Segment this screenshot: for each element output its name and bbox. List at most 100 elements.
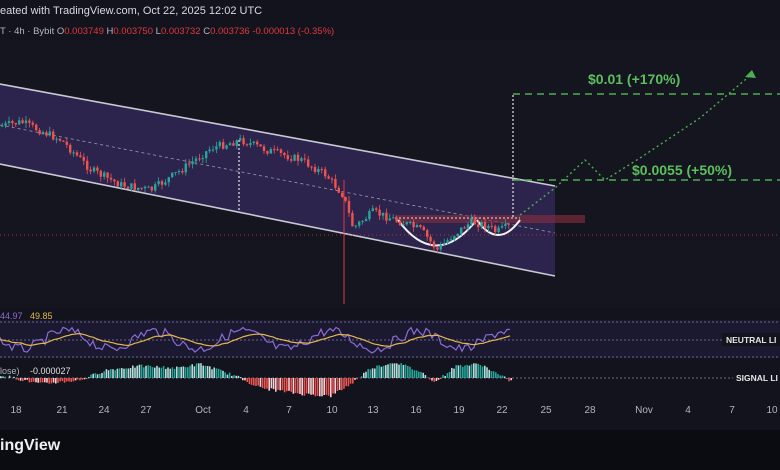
macd-bar <box>209 366 211 378</box>
candle <box>317 166 320 175</box>
candle <box>259 144 262 147</box>
projection-arrow <box>745 70 756 78</box>
macd-bar <box>4 376 6 378</box>
candle <box>347 195 351 217</box>
candle <box>276 146 279 151</box>
candle <box>11 119 14 127</box>
macd-bar <box>134 367 136 378</box>
candle <box>358 220 361 229</box>
macd-bar <box>110 369 112 378</box>
candle <box>344 196 347 203</box>
macd-bar <box>77 378 79 380</box>
x-tick-label: 19 <box>453 405 465 416</box>
candle <box>385 208 388 225</box>
candle <box>422 225 425 231</box>
macd-bar <box>495 372 497 378</box>
macd-bar <box>382 365 385 378</box>
macd-bar <box>165 368 167 378</box>
candle <box>426 228 429 241</box>
candle <box>205 150 208 163</box>
candle <box>164 179 167 187</box>
candle <box>41 130 45 135</box>
candle <box>194 155 198 165</box>
candle <box>181 168 184 175</box>
macd-bar <box>171 367 174 378</box>
macd-bar <box>275 378 277 392</box>
symbol-prefix: T · 4h · Bybit <box>0 26 55 37</box>
macd-bar <box>162 366 165 378</box>
macd-bar <box>68 378 70 382</box>
macd-bar <box>473 363 475 378</box>
candle <box>409 220 412 225</box>
x-tick-label: Nov <box>635 405 653 416</box>
candle <box>290 155 293 163</box>
macd-bar <box>59 378 61 382</box>
candle <box>92 165 96 174</box>
candle <box>460 227 463 236</box>
macd-value: -0.000027 <box>30 366 71 376</box>
macd-bar <box>283 378 286 393</box>
header-title: eated with TradingView.com, Oct 22, 2025… <box>0 5 263 17</box>
macd-bar <box>310 378 312 395</box>
candle <box>473 214 476 225</box>
macd-bar <box>114 370 116 378</box>
macd-bar <box>475 363 477 378</box>
candle <box>439 241 442 252</box>
macd-bar <box>299 378 301 394</box>
x-tick-label: 13 <box>367 405 379 416</box>
candle <box>232 140 235 146</box>
candle <box>75 150 79 157</box>
macd-bar <box>409 366 411 378</box>
macd-bar <box>404 364 407 378</box>
macd-bar <box>343 378 345 389</box>
macd-bar <box>420 371 422 378</box>
candle <box>351 210 354 227</box>
macd-bar <box>129 368 132 378</box>
macd-bar <box>79 378 81 381</box>
candle <box>218 140 221 149</box>
candle <box>215 141 218 154</box>
candle <box>140 187 143 191</box>
macd-bar <box>83 378 86 380</box>
macd-bar <box>237 375 240 378</box>
neutral-label-bg <box>722 333 780 346</box>
macd-bar <box>72 378 75 382</box>
macd-bar <box>187 367 189 378</box>
macd-bar <box>211 369 213 378</box>
candle <box>307 155 310 168</box>
macd-bar <box>466 364 468 378</box>
macd-bar <box>33 378 35 382</box>
candles-group <box>1 115 510 254</box>
candle <box>303 153 306 163</box>
candle <box>69 143 72 155</box>
macd-bar <box>253 378 255 386</box>
macd-bar <box>385 365 387 378</box>
candle <box>62 140 65 143</box>
macd-bar <box>305 378 308 394</box>
candle <box>313 163 317 174</box>
tradingview-logo: ingView <box>0 437 61 454</box>
macd-bar <box>503 376 506 378</box>
candle <box>147 185 150 188</box>
candle <box>324 166 327 179</box>
macd-bar <box>125 368 127 378</box>
macd-bar <box>70 378 72 382</box>
high-value: 0.003750 <box>113 26 153 37</box>
macd-bar <box>222 370 224 378</box>
macd-bar <box>244 378 246 381</box>
x-tick-label: Oct <box>195 405 211 416</box>
macd-bar <box>510 378 512 381</box>
macd-bar <box>101 372 103 378</box>
candle <box>211 145 215 153</box>
macd-bar <box>479 365 482 378</box>
candle <box>143 185 147 193</box>
symbol-bar: T · 4h · Bybit O0.003749 H0.003750 L0.00… <box>0 26 334 37</box>
macd-bar <box>103 371 105 378</box>
macd-bar <box>63 378 66 383</box>
macd-bar <box>200 363 202 378</box>
candle <box>378 204 381 220</box>
macd-bar <box>66 378 68 382</box>
macd-bar <box>99 373 101 378</box>
candle <box>456 233 459 238</box>
candle <box>157 177 160 187</box>
